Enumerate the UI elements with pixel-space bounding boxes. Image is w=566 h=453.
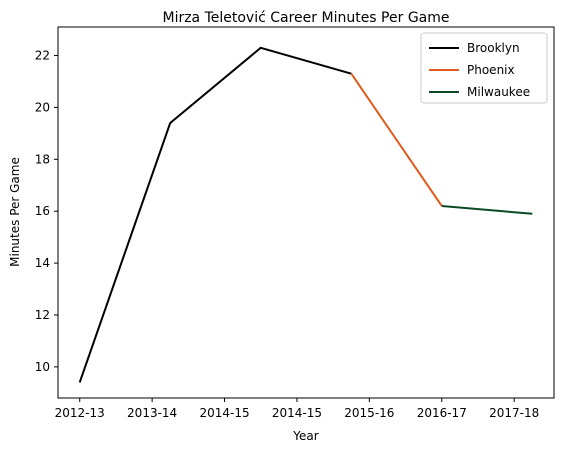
y-tick-label: 10 (35, 360, 50, 374)
chart-title: Mirza Teletović Career Minutes Per Game (162, 10, 449, 26)
x-axis-title: Year (292, 429, 318, 443)
y-tick-label: 18 (35, 152, 50, 166)
x-tick-label: 2016-17 (417, 406, 467, 420)
plot-area (57, 26, 555, 399)
y-tick-label: 16 (35, 204, 50, 218)
x-axis: 2012-13 2013-14 2014-15 2014-15 2015-16 2016-… (55, 398, 539, 420)
x-tick-label: 2014-15 (272, 406, 322, 420)
series-lines (78, 46, 533, 383)
y-tick-label: 14 (35, 256, 50, 270)
legend-label-phoenix: Phoenix (467, 63, 515, 77)
series-line-brooklyn (78, 46, 352, 383)
series-line-milwaukee (441, 205, 533, 215)
x-tick-label: 2017-18 (489, 406, 539, 420)
x-tick-label: 2014-15 (199, 406, 249, 420)
series-line-phoenix (350, 73, 443, 207)
legend-label-milwaukee: Milwaukee (467, 85, 530, 99)
x-tick-label: 2015-16 (344, 406, 394, 420)
y-axis: 10 12 14 16 18 20 22 (35, 49, 58, 374)
legend: Brooklyn Phoenix Milwaukee (420, 32, 548, 104)
y-axis-title: Minutes Per Game (8, 157, 22, 267)
y-tick-label: 12 (35, 308, 50, 322)
x-tick-label: 2012-13 (55, 406, 105, 420)
x-tick-label: 2013-14 (127, 406, 177, 420)
legend-box (420, 32, 548, 104)
legend-label-brooklyn: Brooklyn (467, 41, 520, 55)
y-tick-label: 22 (35, 49, 50, 63)
y-tick-label: 20 (35, 100, 50, 114)
